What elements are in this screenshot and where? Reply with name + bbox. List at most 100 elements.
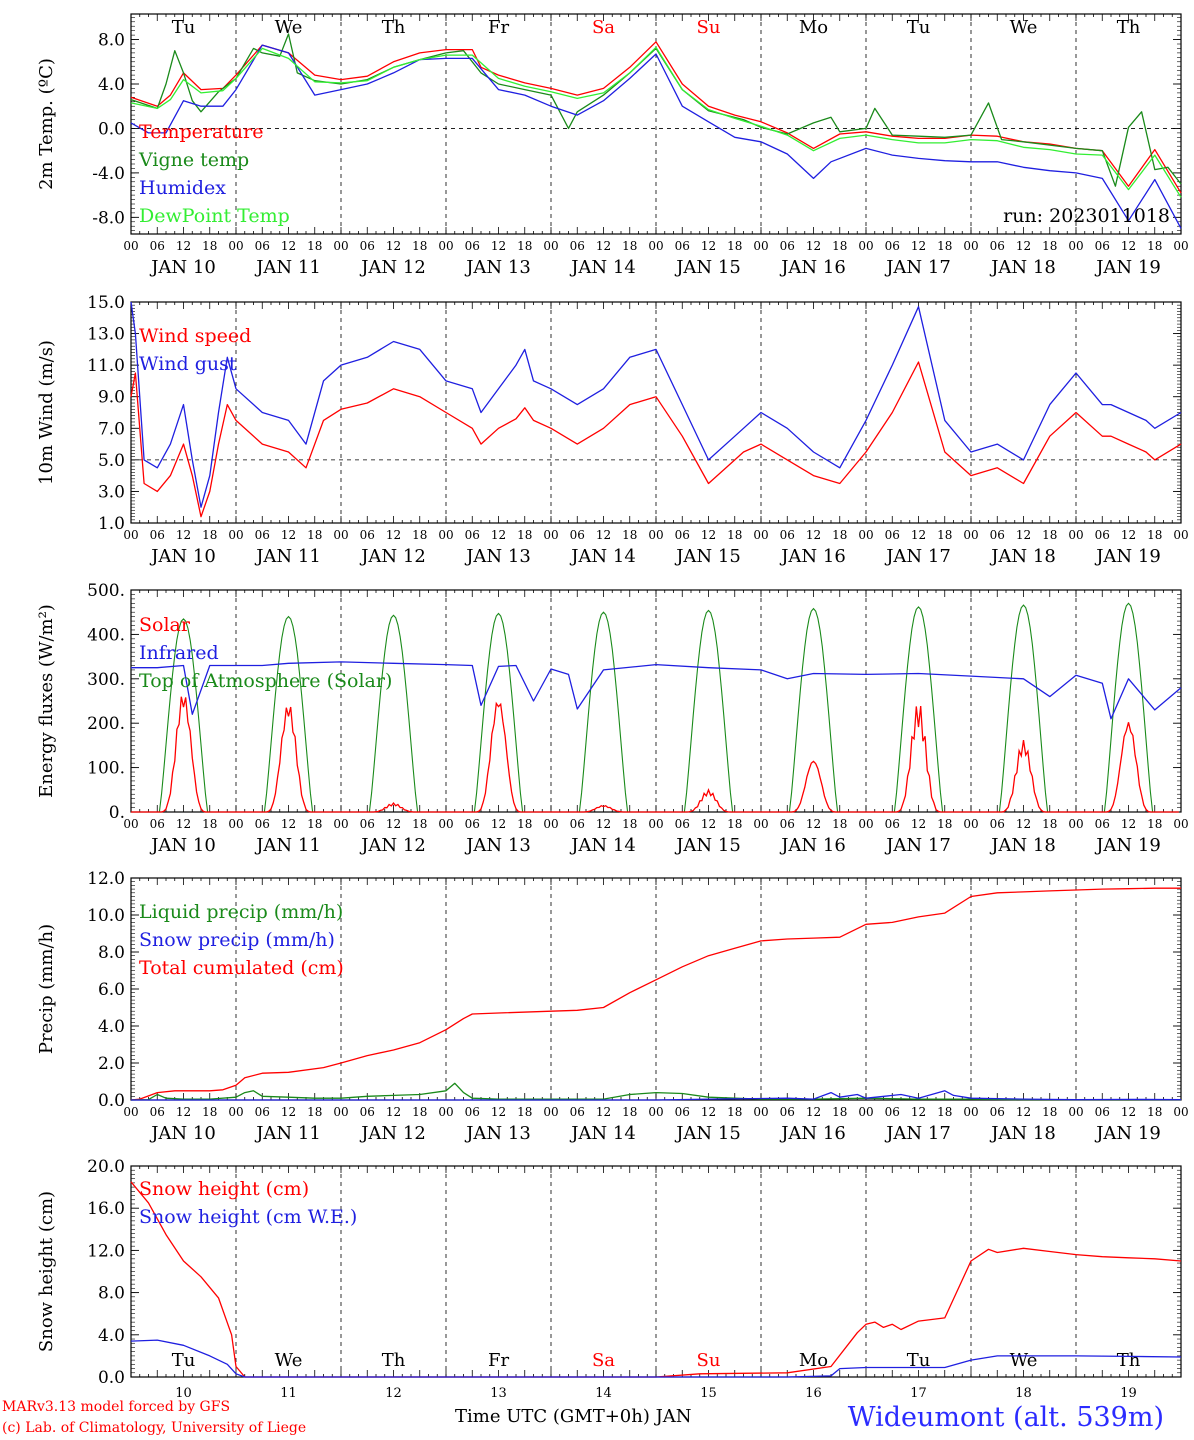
hour-tick-label: 00 — [543, 239, 558, 253]
legend-entry: Solar — [139, 614, 191, 636]
y-axis-title: 2m Temp. (ºC) — [36, 58, 57, 190]
hour-tick-label: 18 — [202, 239, 217, 253]
hour-tick-label: 00 — [1173, 1105, 1188, 1119]
hour-tick-label: 00 — [123, 817, 138, 831]
hour-tick-label: 12 — [281, 239, 296, 253]
hour-tick-label: 06 — [150, 1105, 165, 1119]
hour-tick-label: 18 — [727, 1105, 742, 1119]
day-label: JAN 16 — [779, 1123, 846, 1144]
hour-tick-label: 06 — [780, 239, 795, 253]
hour-tick-label: 00 — [543, 1105, 558, 1119]
hour-tick-label: 06 — [1095, 817, 1110, 831]
y-axis-title: Precip (mm/h) — [36, 924, 57, 1054]
hour-tick-label: 18 — [1042, 1105, 1057, 1119]
y-tick-label: 7.0 — [98, 419, 125, 439]
hour-tick-label: 12 — [701, 1105, 716, 1119]
hour-tick-label: 12 — [1121, 1105, 1136, 1119]
hour-tick-label: 00 — [1173, 528, 1188, 542]
legend-entry: DewPoint Temp — [139, 205, 290, 227]
hour-tick-label: 18 — [1042, 239, 1057, 253]
hour-tick-label: 18 — [202, 817, 217, 831]
day-number-label: 17 — [910, 1386, 927, 1401]
hour-tick-label: 18 — [1042, 817, 1057, 831]
day-label: JAN 19 — [1094, 257, 1161, 278]
weekday-label: Fr — [488, 17, 509, 38]
day-label: JAN 17 — [884, 257, 951, 278]
hour-tick-label: 00 — [1173, 239, 1188, 253]
hour-tick-label: 18 — [937, 239, 952, 253]
hour-tick-label: 12 — [281, 817, 296, 831]
series-line-snow-height-cm- — [130, 1181, 1182, 1378]
hour-tick-label: 18 — [832, 817, 847, 831]
hour-tick-label: 00 — [753, 1105, 768, 1119]
hour-tick-label: 06 — [360, 239, 375, 253]
hour-tick-label: 00 — [543, 817, 558, 831]
weekday-label: Su — [697, 1350, 721, 1371]
weekday-label: Tu — [172, 17, 196, 38]
hour-tick-label: 12 — [596, 239, 611, 253]
day-number-label: 19 — [1120, 1386, 1137, 1401]
day-label: JAN 16 — [779, 546, 846, 567]
day-label: JAN 12 — [359, 546, 426, 567]
hour-tick-label: 06 — [990, 239, 1005, 253]
hour-tick-label: 00 — [228, 817, 243, 831]
hour-tick-label: 06 — [780, 528, 795, 542]
hour-tick-label: 18 — [307, 1105, 322, 1119]
hour-tick-label: 06 — [570, 1105, 585, 1119]
day-label: JAN 16 — [779, 835, 846, 856]
y-tick-label: 4.0 — [98, 75, 125, 95]
hour-tick-label: 00 — [648, 528, 663, 542]
hour-tick-label: 06 — [255, 528, 270, 542]
day-label: JAN 12 — [359, 257, 426, 278]
day-label: JAN 15 — [674, 257, 741, 278]
hour-tick-label: 12 — [1016, 528, 1031, 542]
legend-entry: Snow height (cm) — [139, 1178, 309, 1200]
day-label: JAN 18 — [989, 546, 1056, 567]
hour-tick-label: 18 — [307, 528, 322, 542]
day-number-label: 13 — [490, 1386, 507, 1401]
hour-tick-label: 00 — [123, 528, 138, 542]
hour-tick-label: 18 — [202, 1105, 217, 1119]
hour-tick-label: 06 — [1095, 1105, 1110, 1119]
credit-caption: (c) Lab. of Climatology, University of L… — [2, 1420, 307, 1436]
hour-tick-label: 18 — [1147, 1105, 1162, 1119]
hour-tick-label: 12 — [701, 239, 716, 253]
hour-tick-label: 00 — [228, 1105, 243, 1119]
hour-tick-label: 12 — [911, 239, 926, 253]
legend-entry: Snow precip (mm/h) — [139, 929, 335, 951]
day-label: JAN 17 — [884, 546, 951, 567]
y-tick-label: 8.0 — [98, 943, 125, 963]
hour-tick-label: 12 — [176, 1105, 191, 1119]
hour-tick-label: 06 — [150, 239, 165, 253]
hour-tick-label: 06 — [150, 528, 165, 542]
hour-tick-label: 00 — [333, 817, 348, 831]
y-tick-label: 4.0 — [98, 1017, 125, 1037]
hour-tick-label: 00 — [963, 528, 978, 542]
hour-tick-label: 00 — [858, 817, 873, 831]
hour-tick-label: 12 — [491, 239, 506, 253]
day-label: JAN 10 — [149, 257, 216, 278]
y-axis-title: Energy fluxes (W/m²) — [36, 604, 57, 798]
weekday-label: Sa — [592, 1350, 615, 1371]
y-tick-label: 0.0 — [98, 1091, 125, 1111]
hour-tick-label: 06 — [1095, 239, 1110, 253]
weekday-label: We — [275, 17, 303, 38]
hour-tick-label: 00 — [1068, 239, 1083, 253]
hour-tick-label: 00 — [543, 528, 558, 542]
hour-tick-label: 06 — [465, 817, 480, 831]
y-tick-label: 10.0 — [87, 906, 125, 926]
day-number-label: 10 — [175, 1386, 192, 1401]
hour-tick-label: 00 — [333, 528, 348, 542]
hour-tick-label: 12 — [806, 528, 821, 542]
day-label: JAN 13 — [464, 1123, 531, 1144]
weekday-label: Mo — [799, 17, 828, 38]
hour-tick-label: 18 — [1042, 528, 1057, 542]
hour-tick-label: 12 — [911, 817, 926, 831]
weekday-label: We — [1010, 1350, 1038, 1371]
hour-tick-label: 06 — [255, 1105, 270, 1119]
weekday-label: Su — [697, 17, 721, 38]
hour-tick-label: 18 — [1147, 528, 1162, 542]
weekday-label: Th — [1117, 17, 1141, 38]
hour-tick-label: 18 — [937, 528, 952, 542]
